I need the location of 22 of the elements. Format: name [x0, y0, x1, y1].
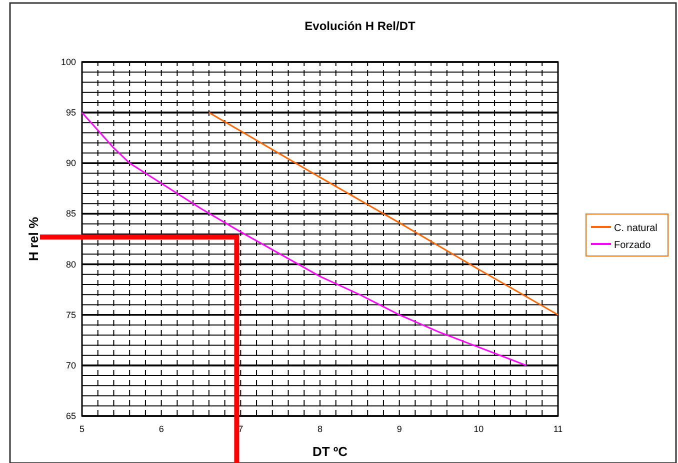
y-tick-label: 75 [66, 310, 76, 320]
y-tick-label: 70 [66, 360, 76, 370]
x-tick-label: 7 [238, 424, 244, 434]
x-tick-label: 9 [396, 424, 402, 434]
line-series [208, 112, 559, 316]
y-tick-label: 90 [66, 158, 76, 168]
line-series [81, 112, 528, 366]
y-tick-label: 95 [66, 108, 76, 118]
y-tick-label: 85 [66, 208, 76, 219]
y-tick-label: 80 [66, 259, 76, 270]
y-axis-title: H rel % [26, 216, 41, 262]
legend-label: Forzado [614, 240, 652, 251]
x-axis-title: DT ºC [312, 444, 348, 459]
y-tick-label: 100 [60, 57, 76, 67]
x-tick-label: 8 [317, 424, 323, 434]
y-tick-label: 65 [66, 411, 76, 421]
x-tick-label: 6 [158, 424, 164, 434]
x-tick-label: 10 [474, 424, 484, 434]
chart-title: Evolución H Rel/DT [304, 19, 416, 33]
legend-label: C. natural [614, 223, 658, 234]
x-tick-label: 11 [553, 424, 563, 434]
x-tick-label: 5 [79, 424, 85, 434]
